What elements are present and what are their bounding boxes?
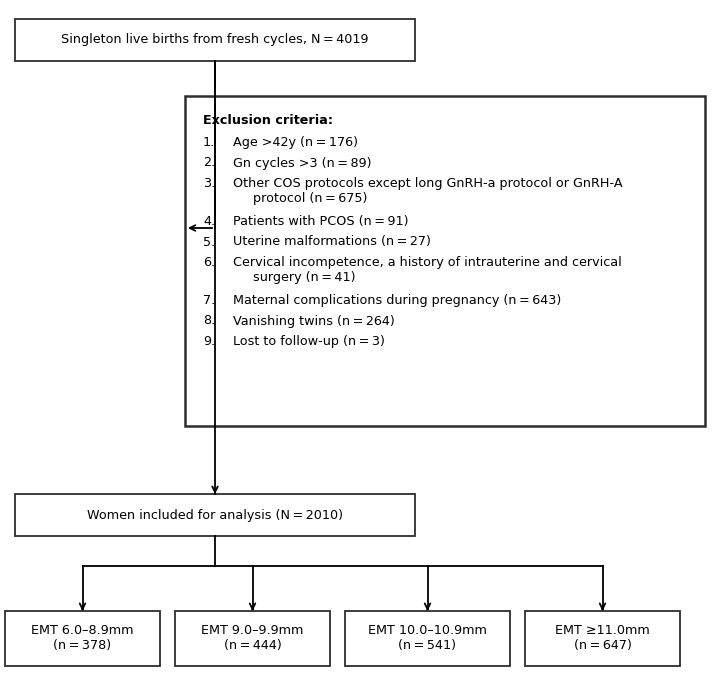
Text: Age >42y (n = 176): Age >42y (n = 176) bbox=[233, 136, 358, 149]
Text: 9.: 9. bbox=[203, 335, 215, 348]
Text: Gn cycles >3 (n = 89): Gn cycles >3 (n = 89) bbox=[233, 157, 372, 170]
Text: Cervical incompetence, a history of intrauterine and cervical
     surgery (n = : Cervical incompetence, a history of intr… bbox=[233, 256, 621, 284]
Text: 8.: 8. bbox=[203, 315, 215, 328]
Text: 2.: 2. bbox=[203, 157, 215, 170]
Text: EMT 6.0–8.9mm
(n = 378): EMT 6.0–8.9mm (n = 378) bbox=[31, 624, 134, 652]
Text: 7.: 7. bbox=[203, 294, 215, 307]
Text: Women included for analysis (N = 2010): Women included for analysis (N = 2010) bbox=[87, 509, 343, 522]
Bar bbox=[175, 611, 330, 666]
Text: 3.: 3. bbox=[203, 177, 215, 190]
Bar bbox=[15, 19, 415, 61]
Text: Vanishing twins (n = 264): Vanishing twins (n = 264) bbox=[233, 315, 395, 328]
Text: EMT 10.0–10.9mm
(n = 541): EMT 10.0–10.9mm (n = 541) bbox=[368, 624, 487, 652]
Text: Other COS protocols except long GnRH-a protocol or GnRH-A
     protocol (n = 675: Other COS protocols except long GnRH-a p… bbox=[233, 177, 623, 205]
Bar bbox=[5, 611, 160, 666]
Bar bbox=[345, 611, 510, 666]
Bar bbox=[15, 494, 415, 536]
Text: 5.: 5. bbox=[203, 236, 215, 249]
Text: Exclusion criteria:: Exclusion criteria: bbox=[203, 114, 333, 127]
Text: Patients with PCOS (n = 91): Patients with PCOS (n = 91) bbox=[233, 215, 409, 228]
Bar bbox=[185, 96, 705, 426]
Text: Lost to follow-up (n = 3): Lost to follow-up (n = 3) bbox=[233, 335, 385, 348]
Text: Singleton live births from fresh cycles, N = 4019: Singleton live births from fresh cycles,… bbox=[61, 33, 369, 46]
Text: 4.: 4. bbox=[203, 215, 215, 228]
Text: 6.: 6. bbox=[203, 256, 215, 269]
Text: Uterine malformations (n = 27): Uterine malformations (n = 27) bbox=[233, 236, 431, 249]
Text: Maternal complications during pregnancy (n = 643): Maternal complications during pregnancy … bbox=[233, 294, 561, 307]
Text: 1.: 1. bbox=[203, 136, 215, 149]
Bar bbox=[525, 611, 680, 666]
Text: EMT ≥11.0mm
(n = 647): EMT ≥11.0mm (n = 647) bbox=[555, 624, 650, 652]
Text: EMT 9.0–9.9mm
(n = 444): EMT 9.0–9.9mm (n = 444) bbox=[201, 624, 303, 652]
